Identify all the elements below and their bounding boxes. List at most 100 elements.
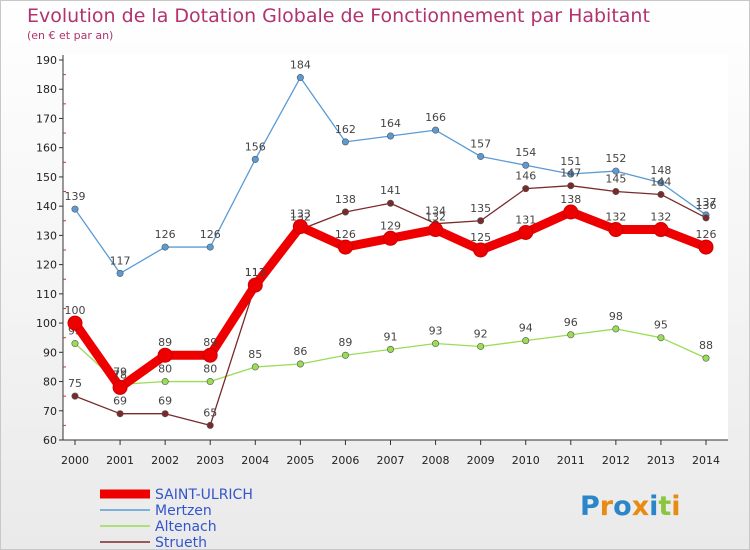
data-label-altenach: 98 [609, 310, 623, 323]
data-point-saint-ulrich [337, 239, 353, 255]
x-tick-label: 2003 [196, 454, 224, 467]
y-tick-label: 110 [36, 288, 57, 301]
data-label-mertzen: 164 [380, 117, 401, 130]
data-label-strueth: 135 [470, 202, 491, 215]
data-point-mertzen [341, 138, 349, 146]
data-point-saint-ulrich [112, 379, 128, 395]
x-tick-label: 2014 [692, 454, 720, 467]
data-label-saint-ulrich: 125 [470, 231, 491, 244]
data-label-altenach: 93 [429, 325, 443, 338]
data-point-saint-ulrich [292, 219, 308, 235]
data-point-strueth [116, 410, 124, 418]
data-point-strueth [702, 214, 710, 222]
data-point-mertzen [386, 132, 394, 140]
y-tick-label: 90 [43, 346, 57, 359]
data-label-altenach: 80 [203, 363, 217, 376]
data-point-altenach [296, 360, 304, 368]
data-point-strueth [477, 217, 485, 225]
data-label-strueth: 146 [515, 170, 536, 183]
data-label-saint-ulrich: 113 [245, 266, 266, 279]
y-tick-label: 160 [36, 142, 57, 155]
data-label-saint-ulrich: 89 [158, 336, 172, 349]
data-label-saint-ulrich: 132 [605, 211, 626, 224]
data-point-saint-ulrich [428, 222, 444, 238]
data-label-strueth: 145 [605, 173, 626, 186]
y-tick-label: 70 [43, 405, 57, 418]
data-label-altenach: 89 [338, 336, 352, 349]
data-point-altenach [71, 340, 79, 348]
data-point-mertzen [567, 170, 575, 178]
data-label-saint-ulrich: 126 [335, 228, 356, 241]
x-tick-label: 2009 [467, 454, 495, 467]
data-point-mertzen [432, 126, 440, 134]
data-label-strueth: 144 [650, 175, 671, 188]
data-label-mertzen: 157 [470, 137, 491, 150]
data-label-saint-ulrich: 138 [560, 193, 581, 206]
data-point-mertzen [477, 152, 485, 160]
data-point-saint-ulrich [698, 239, 714, 255]
y-tick-label: 170 [36, 112, 57, 125]
data-label-strueth: 69 [113, 395, 127, 408]
data-point-saint-ulrich [383, 230, 398, 246]
data-point-saint-ulrich [157, 347, 173, 363]
data-label-saint-ulrich: 129 [380, 219, 401, 232]
data-label-mertzen: 117 [110, 254, 131, 267]
y-tick-label: 180 [36, 83, 57, 96]
data-point-altenach [432, 340, 440, 348]
data-label-saint-ulrich: 132 [650, 211, 671, 224]
data-label-saint-ulrich: 132 [425, 211, 446, 224]
chart-title: Evolution de la Dotation Globale de Fonc… [27, 5, 650, 27]
y-tick-label: 190 [36, 54, 57, 67]
data-point-altenach [341, 351, 349, 359]
data-point-altenach [161, 378, 169, 386]
data-label-mertzen: 184 [290, 59, 311, 72]
data-label-mertzen: 126 [200, 228, 221, 241]
data-point-saint-ulrich [653, 222, 669, 238]
legend-label-strueth: Strueth [155, 535, 207, 550]
legend-label-mertzen: Mertzen [155, 503, 212, 519]
data-label-altenach: 96 [564, 316, 578, 329]
data-point-saint-ulrich [518, 224, 534, 240]
data-label-saint-ulrich: 89 [203, 336, 217, 349]
data-point-strueth [567, 182, 575, 190]
brand-logo: Proxiti [580, 491, 681, 522]
data-point-altenach [386, 345, 394, 353]
data-label-altenach: 85 [248, 348, 262, 361]
data-label-strueth: 138 [335, 193, 356, 206]
data-point-altenach [567, 331, 575, 339]
y-tick-label: 100 [36, 317, 57, 330]
data-label-mertzen: 137 [696, 196, 717, 209]
data-point-mertzen [657, 179, 665, 187]
data-label-altenach: 91 [384, 330, 398, 343]
data-point-strueth [161, 410, 169, 418]
x-tick-label: 2011 [557, 454, 585, 467]
data-point-strueth [522, 185, 530, 193]
x-tick-label: 2008 [422, 454, 450, 467]
legend-label-saint-ulrich: SAINT-ULRICH [155, 487, 253, 503]
x-tick-label: 2004 [241, 454, 269, 467]
data-label-mertzen: 166 [425, 111, 446, 124]
data-point-saint-ulrich [67, 315, 83, 331]
data-point-saint-ulrich [563, 204, 579, 220]
data-point-altenach [477, 342, 485, 350]
data-label-mertzen: 154 [515, 146, 536, 159]
data-point-saint-ulrich [608, 222, 624, 238]
data-point-mertzen [206, 243, 214, 251]
data-label-mertzen: 152 [605, 152, 626, 165]
x-tick-label: 2000 [61, 454, 89, 467]
data-point-mertzen [71, 205, 79, 213]
data-label-saint-ulrich: 126 [696, 228, 717, 241]
data-point-strueth [206, 421, 214, 429]
data-point-strueth [71, 392, 79, 400]
data-point-strueth [341, 208, 349, 216]
data-label-saint-ulrich: 133 [290, 208, 311, 221]
data-point-altenach [612, 325, 620, 333]
data-label-altenach: 80 [158, 363, 172, 376]
data-label-strueth: 75 [68, 377, 82, 390]
data-point-mertzen [116, 269, 124, 277]
data-label-altenach: 94 [519, 322, 533, 335]
data-label-strueth: 132 [290, 211, 311, 224]
x-tick-label: 2002 [151, 454, 179, 467]
x-tick-label: 2006 [331, 454, 359, 467]
data-label-saint-ulrich: 78 [113, 368, 127, 381]
